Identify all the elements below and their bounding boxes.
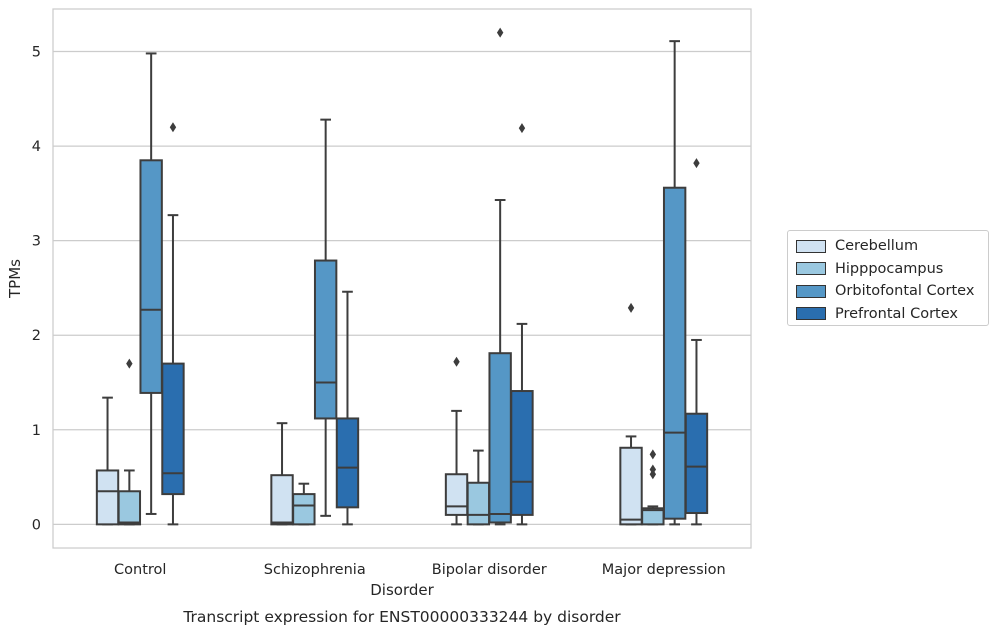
- box-prefrontal-cortex: [161, 122, 185, 526]
- y-tick-label: 2: [32, 328, 41, 344]
- iqr-box: [313, 259, 338, 420]
- box-prefrontal-cortex: [684, 158, 709, 526]
- legend-label: Orbitofontal Cortex: [835, 283, 975, 299]
- box-hipppocampus: [117, 358, 142, 526]
- y-tick-label: 3: [32, 234, 41, 250]
- y-tick-label: 1: [32, 423, 41, 439]
- box-cerebellum: [619, 302, 643, 526]
- box-hipppocampus: [641, 449, 665, 526]
- outlier-point: [649, 449, 657, 460]
- iqr-box: [335, 417, 360, 509]
- outlier-point: [649, 464, 657, 475]
- legend-item: Prefrontal Cortex: [796, 305, 958, 323]
- box-hipppocampus: [292, 482, 316, 526]
- box-prefrontal-cortex: [510, 123, 534, 526]
- box-orbitofontal-cortex: [662, 40, 687, 526]
- iqr-box: [139, 159, 163, 394]
- chart-title: Transcript expression for ENST0000033324…: [182, 608, 621, 626]
- iqr-box: [117, 490, 142, 526]
- box-cerebellum: [270, 422, 294, 526]
- box-layer: [95, 27, 709, 526]
- legend-label: Hipppocampus: [835, 260, 944, 277]
- x-tick-label: Control: [114, 562, 166, 578]
- x-axis-label: Disorder: [370, 581, 434, 599]
- outlier-point: [169, 122, 177, 133]
- legend-item: Hipppocampus: [796, 260, 943, 278]
- category-group: [444, 27, 534, 526]
- outlier-point: [126, 358, 133, 369]
- outlier-point: [627, 302, 635, 313]
- legend-swatch: [796, 284, 826, 298]
- legend-label: Cerebellum: [835, 238, 919, 254]
- legend-swatch: [796, 307, 826, 320]
- iqr-box: [292, 493, 316, 526]
- y-tick-label: 4: [32, 139, 41, 155]
- legend-item: Orbitofontal Cortex: [796, 282, 974, 300]
- outlier-point: [496, 27, 504, 38]
- legend-swatch: [796, 239, 826, 253]
- iqr-box: [270, 474, 294, 526]
- iqr-box: [444, 473, 469, 516]
- iqr-box: [488, 352, 512, 524]
- x-tick-label: Schizophrenia: [264, 562, 366, 578]
- box-orbitofontal-cortex: [488, 27, 512, 526]
- plot-frame: [52, 8, 752, 549]
- y-tick-label: 5: [32, 45, 41, 61]
- legend-item: Cerebellum: [796, 237, 918, 255]
- box-cerebellum: [95, 396, 120, 526]
- legend: Cerebellum Hipppocampus Orbitofontal Corte…: [787, 230, 989, 326]
- x-tick-label: Bipolar disorder: [432, 562, 547, 578]
- y-axis-label: TPMs: [6, 259, 24, 299]
- x-tick-label: Major depression: [602, 562, 726, 578]
- iqr-box: [662, 186, 687, 520]
- outlier-point: [518, 123, 526, 134]
- y-tick-label: 0: [32, 517, 41, 533]
- outlier-point: [693, 158, 700, 169]
- box-orbitofontal-cortex: [313, 118, 338, 517]
- iqr-box: [95, 469, 120, 526]
- category-group: [619, 40, 709, 526]
- iqr-box: [619, 446, 643, 526]
- iqr-box: [510, 390, 534, 516]
- box-cerebellum: [444, 356, 469, 526]
- iqr-box: [466, 481, 491, 526]
- category-group: [270, 118, 360, 526]
- box-prefrontal-cortex: [335, 290, 360, 526]
- axis-layer: 0 1 2 3 4 5 Control Schizophrenia Bipolar disord…: [32, 45, 726, 578]
- category-group: [95, 52, 185, 526]
- legend-label: Prefrontal Cortex: [835, 305, 958, 322]
- iqr-box: [684, 412, 709, 515]
- box-hipppocampus: [466, 449, 491, 526]
- legend-swatch: [796, 262, 826, 275]
- outlier-point: [453, 356, 460, 367]
- iqr-box: [161, 362, 185, 496]
- box-orbitofontal-cortex: [139, 52, 163, 515]
